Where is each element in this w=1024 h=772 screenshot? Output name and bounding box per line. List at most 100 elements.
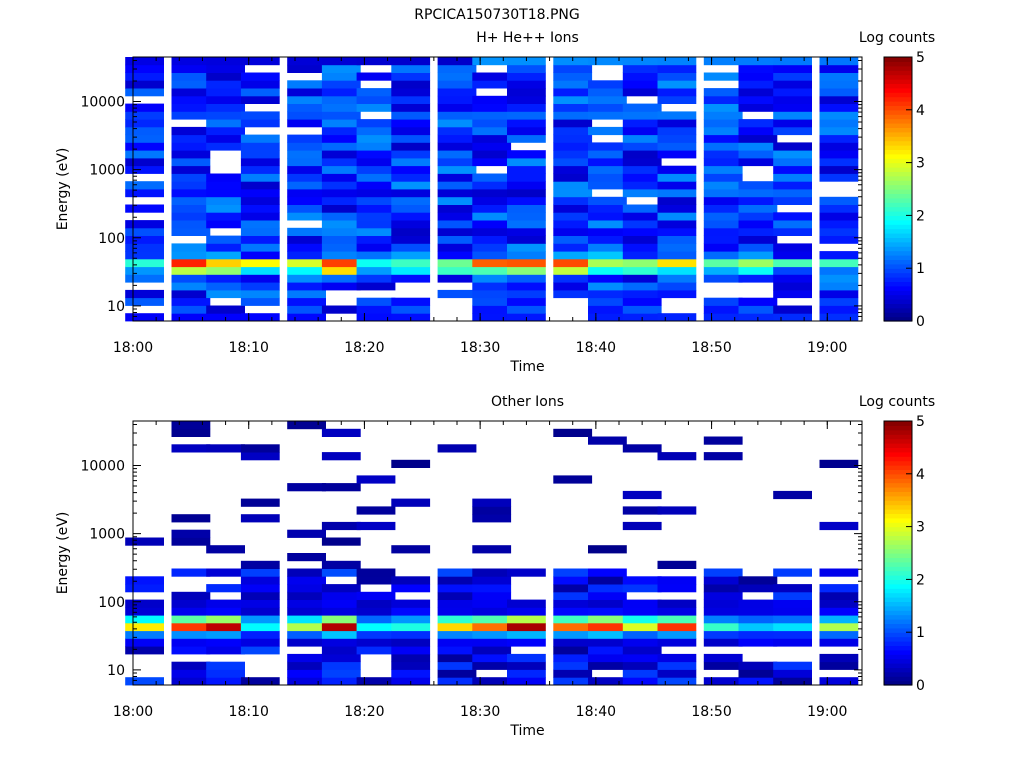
- heatmap-cell: [622, 220, 662, 229]
- heatmap-cell: [738, 196, 778, 205]
- heatmap-cell: [437, 669, 477, 678]
- colorbar-swatch: [884, 140, 912, 146]
- heatmap-cell: [125, 615, 164, 624]
- heatmap-cell: [703, 576, 743, 585]
- heatmap-cell: [657, 126, 697, 136]
- heatmap-cell: [657, 622, 697, 632]
- heatmap-cell: [507, 227, 546, 236]
- heatmap-cell: [287, 134, 326, 143]
- heatmap-cell: [240, 514, 280, 523]
- heatmap-cell: [125, 57, 164, 66]
- heatmap-cell: [287, 119, 326, 128]
- heatmap-cell: [588, 584, 627, 593]
- heatmap-cell: [588, 103, 627, 112]
- colorbar-swatch: [884, 303, 912, 309]
- heatmap-cell: [171, 142, 211, 151]
- heatmap-cell: [356, 220, 396, 229]
- heatmap-cell: [437, 181, 477, 190]
- heatmap-cell: [206, 622, 245, 632]
- heatmap-cell: [507, 72, 546, 81]
- heatmap-cell: [553, 274, 593, 283]
- heatmap-cell: [356, 243, 396, 252]
- heatmap-cell: [507, 607, 546, 616]
- heatmap-cell: [738, 80, 778, 89]
- colorbar-swatch: [884, 197, 912, 203]
- heatmap-cell: [125, 103, 164, 112]
- heatmap-cell: [437, 157, 477, 167]
- heatmap-cell: [703, 266, 743, 275]
- heatmap-cell: [171, 537, 211, 546]
- heatmap-cell: [287, 576, 326, 585]
- heatmap-cell: [240, 599, 280, 608]
- heatmap-cell: [472, 630, 512, 639]
- heatmap-cell: [472, 157, 512, 167]
- heatmap-cell: [240, 615, 280, 624]
- heatmap-cell: [206, 95, 245, 104]
- heatmap-cell: [437, 150, 477, 159]
- heatmap-cell: [738, 243, 778, 252]
- heatmap-cell: [773, 111, 812, 120]
- heatmap-cell: [472, 545, 512, 554]
- heatmap-cell: [738, 584, 778, 593]
- heatmap-cell: [738, 95, 778, 104]
- heatmap-cell: [703, 653, 743, 663]
- heatmap-cell: [738, 576, 778, 585]
- heatmap-cell: [391, 459, 431, 468]
- heatmap-cell: [391, 165, 431, 174]
- heatmap-cell: [125, 227, 164, 236]
- heatmap-cell: [622, 72, 662, 81]
- colorbar-swatch: [884, 263, 912, 269]
- colorbar-swatch: [884, 548, 912, 554]
- heatmap-cell: [738, 204, 778, 213]
- heatmap-cell: [356, 134, 396, 143]
- figure-title: RPCICA150730T18.PNG: [414, 7, 579, 23]
- heatmap-cell: [819, 251, 859, 260]
- heatmap-cell: [321, 521, 361, 531]
- heatmap-cell: [738, 88, 778, 97]
- heatmap-cell: [321, 537, 361, 546]
- heatmap-cell: [171, 212, 211, 221]
- heatmap-cell: [819, 126, 859, 136]
- heatmap-cell: [703, 119, 743, 128]
- heatmap-cell: [703, 111, 743, 120]
- heatmap-cell: [171, 220, 211, 229]
- heatmap-cell: [356, 591, 396, 600]
- heatmap-cell: [738, 220, 778, 229]
- heatmap-cell: [703, 57, 743, 66]
- heatmap-cell: [356, 181, 396, 190]
- colorbar-swatch: [884, 277, 912, 282]
- heatmap-cell: [819, 95, 859, 104]
- heatmap-cell: [206, 243, 245, 252]
- heatmap-cell: [738, 630, 778, 639]
- heatmap-cell: [206, 80, 245, 89]
- heatmap-cell: [553, 189, 593, 198]
- heatmap-cell: [437, 576, 477, 585]
- heatmap-cell: [657, 173, 697, 182]
- heatmap-cell: [773, 119, 812, 128]
- heatmap-cell: [588, 251, 627, 260]
- heatmap-cell: [171, 251, 211, 260]
- heatmap-cell: [622, 227, 662, 236]
- heatmap-cell: [356, 157, 396, 167]
- heatmap-cell: [391, 545, 431, 554]
- heatmap-cell: [588, 568, 627, 577]
- heatmap-cell: [622, 181, 662, 190]
- heatmap-cell: [819, 630, 859, 639]
- heatmap-cell: [553, 173, 593, 182]
- heatmap-cell: [356, 576, 396, 585]
- heatmap-cell: [171, 622, 211, 632]
- heatmap-cell: [588, 173, 627, 182]
- heatmap-cell: [321, 630, 361, 639]
- heatmap-cell: [773, 289, 812, 299]
- colorbar-swatch: [884, 517, 912, 523]
- heatmap-cell: [437, 165, 477, 174]
- heatmap-cell: [507, 274, 546, 283]
- heatmap-cell: [240, 181, 280, 190]
- heatmap-cell: [240, 212, 280, 221]
- heatmap-cell: [171, 638, 211, 647]
- heatmap-cell: [125, 584, 164, 593]
- heatmap-cell: [738, 134, 778, 143]
- heatmap-cell: [171, 80, 211, 89]
- heatmap-cell: [321, 584, 361, 593]
- colorbar-swatch: [884, 246, 912, 252]
